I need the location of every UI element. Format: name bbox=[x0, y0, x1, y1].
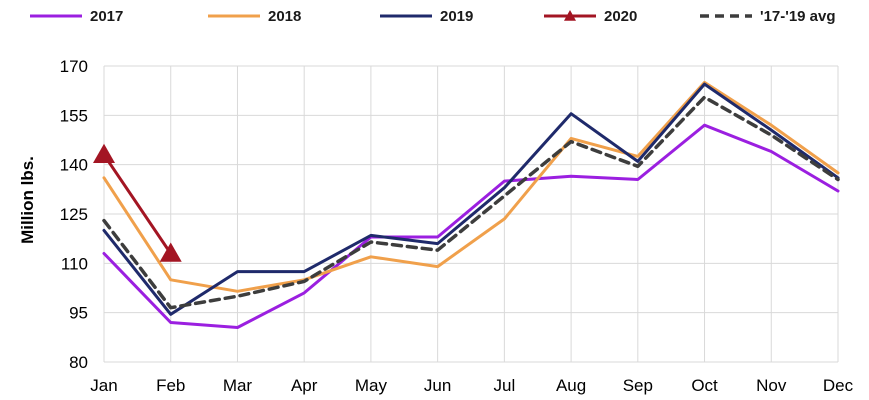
x-tick-label-jun: Jun bbox=[424, 376, 451, 395]
series-line-2019 bbox=[102, 82, 840, 316]
chart-series bbox=[93, 80, 840, 329]
x-tick-label-may: May bbox=[355, 376, 388, 395]
legend-marker-2020 bbox=[564, 10, 576, 21]
y-axis-title: Million lbs. bbox=[18, 156, 37, 244]
series-17-19-avg bbox=[102, 95, 840, 310]
legend-label-17-19-avg: '17-'19 avg bbox=[760, 8, 836, 25]
legend-item-17-19-avg: '17-'19 avg bbox=[700, 8, 836, 25]
point-2020-jan bbox=[93, 143, 115, 164]
x-tick-label-jul: Jul bbox=[493, 376, 515, 395]
x-tick-label-mar: Mar bbox=[223, 376, 253, 395]
legend-label-2017: 2017 bbox=[90, 8, 123, 25]
y-tick-label-155: 155 bbox=[60, 106, 88, 125]
chart-legend: 2017 2018 2019 2020 '17-'19 avg bbox=[30, 8, 836, 25]
y-tick-label-125: 125 bbox=[60, 205, 88, 224]
series-2017 bbox=[102, 123, 840, 329]
series-2019 bbox=[102, 82, 840, 316]
x-tick-label-apr: Apr bbox=[291, 376, 318, 395]
y-tick-label-95: 95 bbox=[69, 304, 88, 323]
chart-gridlines bbox=[103, 65, 839, 363]
y-tick-label-140: 140 bbox=[60, 156, 88, 175]
x-tick-label-aug: Aug bbox=[556, 376, 586, 395]
legend-item-2017: 2017 bbox=[30, 8, 123, 25]
y-tick-label-80: 80 bbox=[69, 353, 88, 372]
series-line-2018 bbox=[102, 80, 840, 293]
legend-item-2020: 2020 bbox=[544, 8, 637, 25]
series-line-2020 bbox=[102, 153, 173, 255]
legend-label-2018: 2018 bbox=[268, 8, 301, 25]
x-tick-label-sep: Sep bbox=[623, 376, 653, 395]
series-line-17-19-avg bbox=[102, 95, 840, 310]
legend-label-2020: 2020 bbox=[604, 8, 637, 25]
y-axis-tick-labels: 80 95 110 125 140 155 170 bbox=[60, 57, 88, 372]
y-tick-label-110: 110 bbox=[61, 254, 88, 273]
x-tick-label-jan: Jan bbox=[90, 376, 117, 395]
x-tick-label-feb: Feb bbox=[156, 376, 185, 395]
series-2020 bbox=[93, 143, 182, 262]
x-tick-label-oct: Oct bbox=[691, 376, 718, 395]
y-tick-label-170: 170 bbox=[60, 57, 88, 76]
series-line-2017 bbox=[102, 123, 840, 329]
legend-label-2019: 2019 bbox=[440, 8, 473, 25]
point-2020-feb bbox=[159, 242, 182, 262]
x-tick-label-nov: Nov bbox=[756, 376, 787, 395]
series-2018 bbox=[102, 80, 840, 293]
legend-item-2019: 2019 bbox=[380, 8, 473, 25]
x-tick-label-dec: Dec bbox=[823, 376, 854, 395]
x-axis-tick-labels: Jan Feb Mar Apr May Jun Jul Aug Sep Oct Nov Dec bbox=[90, 376, 853, 395]
legend-item-2018: 2018 bbox=[208, 8, 301, 25]
